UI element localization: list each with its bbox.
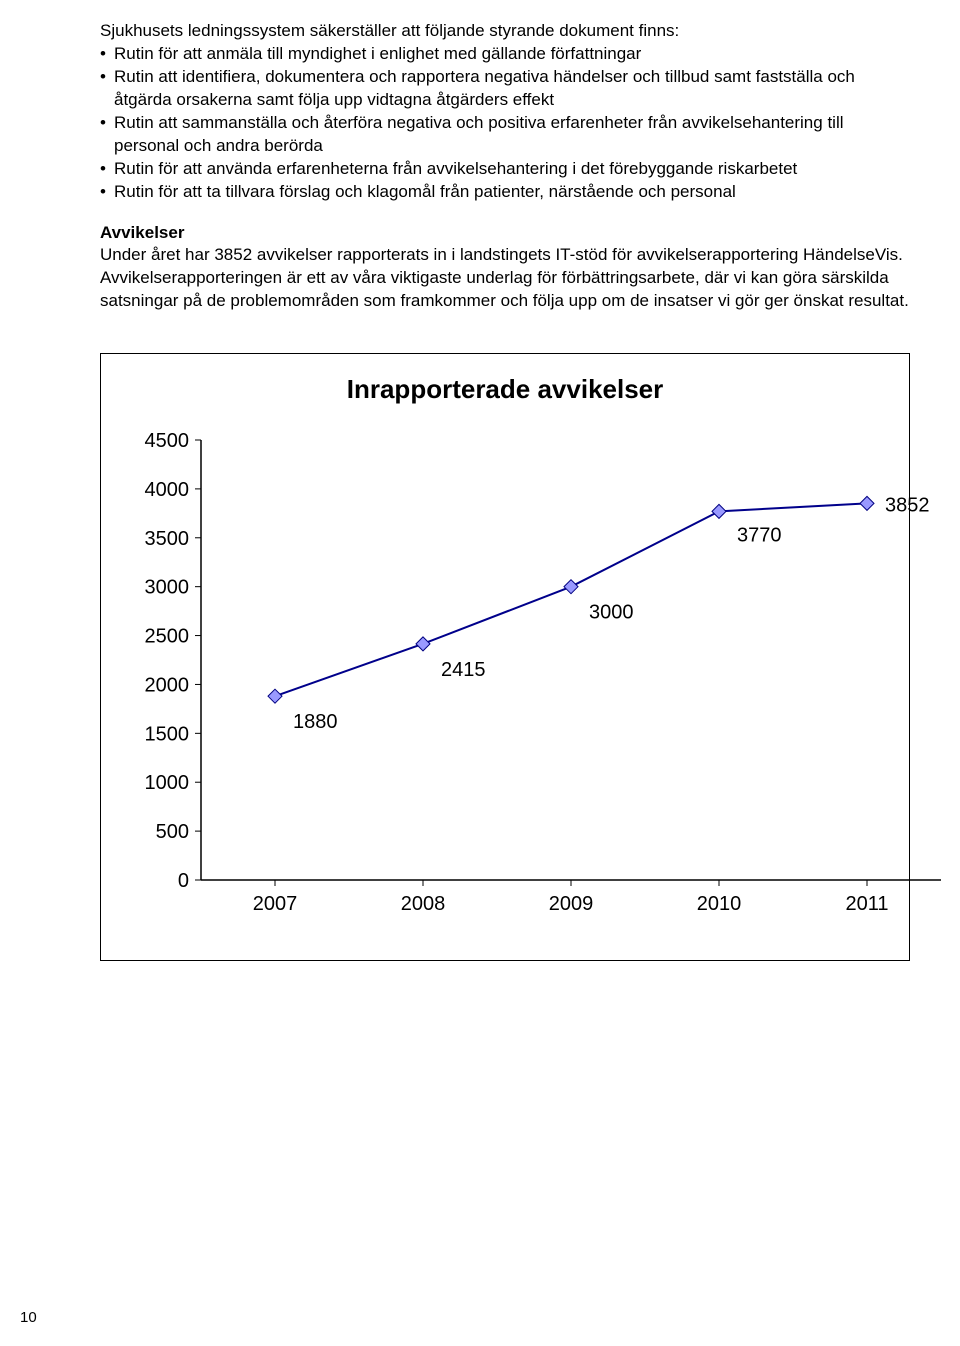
y-tick-label: 2500 [145, 626, 190, 648]
y-tick-label: 3000 [145, 577, 190, 599]
document-page: Sjukhusets ledningssystem säkerställer a… [0, 0, 960, 981]
chart-data-label: 1880 [293, 711, 338, 733]
x-tick-label: 2010 [697, 893, 742, 915]
y-tick-label: 4500 [145, 430, 190, 452]
y-tick-label: 1500 [145, 724, 190, 746]
chart-marker [564, 580, 578, 594]
chart-container: Inrapporterade avvikelser 0 500 1000 1500 20… [100, 353, 910, 961]
section-paragraph: Under året har 3852 avvikelser rapporter… [100, 244, 910, 313]
y-tick-label: 1000 [145, 772, 190, 794]
chart-marker [860, 497, 874, 511]
x-tick-label: 2011 [845, 893, 888, 915]
chart-title: Inrapporterade avvikelser [121, 374, 889, 405]
bullet-item: Rutin för att anmäla till myndighet i en… [100, 43, 910, 66]
x-tick-label: 2008 [401, 893, 446, 915]
chart-marker [268, 689, 282, 703]
chart-data-label: 3770 [737, 525, 782, 547]
x-tick-label: 2007 [253, 893, 298, 915]
chart-marker [712, 505, 726, 519]
page-number: 10 [20, 1309, 37, 1326]
y-tick-label: 4000 [145, 479, 190, 501]
y-tick-label: 2000 [145, 675, 190, 697]
y-tick-label: 0 [178, 870, 189, 892]
bullet-item: Rutin för att använda erfarenheterna frå… [100, 158, 910, 181]
line-chart: 0 500 1000 1500 2000 2500 3000 3500 4000 4500 2007… [121, 430, 951, 930]
chart-data-label: 3852 [885, 495, 930, 517]
bullet-item: Rutin för att ta tillvara förslag och kl… [100, 181, 910, 204]
chart-data-label: 3000 [589, 602, 634, 624]
bullet-item: Rutin att identifiera, dokumentera och r… [100, 66, 910, 112]
y-tick-label: 500 [156, 821, 189, 843]
body-text-block: Sjukhusets ledningssystem säkerställer a… [100, 20, 910, 313]
section-heading: Avvikelser [100, 222, 910, 245]
chart-marker [416, 637, 430, 651]
chart-data-label: 2415 [441, 659, 486, 681]
intro-text: Sjukhusets ledningssystem säkerställer a… [100, 20, 910, 43]
bullet-item: Rutin att sammanställa och återföra nega… [100, 112, 910, 158]
bullet-list: Rutin för att anmäla till myndighet i en… [100, 43, 910, 204]
y-tick-label: 3500 [145, 528, 190, 550]
x-tick-label: 2009 [549, 893, 594, 915]
